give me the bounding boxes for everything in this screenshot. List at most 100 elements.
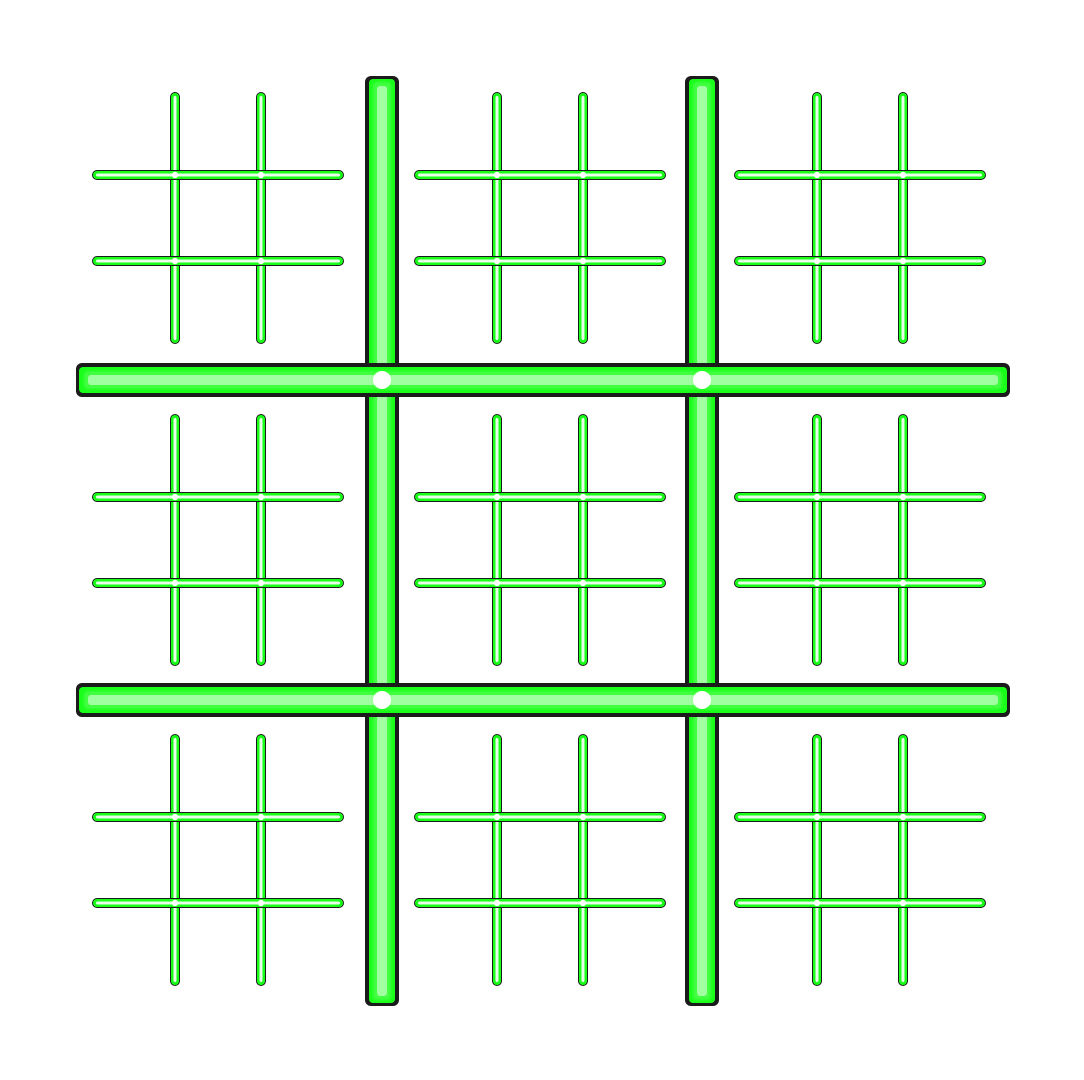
cell-2-2-1-2[interactable]	[503, 417, 577, 491]
cell-2-1-3-3[interactable]	[267, 589, 341, 663]
cell-2-3-1-2[interactable]	[823, 417, 897, 491]
cell-3-1-1-1[interactable]	[95, 737, 169, 811]
cell-1-2-2-1[interactable]	[417, 181, 491, 255]
cell-2-1-3-2[interactable]	[181, 589, 255, 663]
cell-3-1-3-3[interactable]	[267, 909, 341, 983]
cell-3-2-3-3[interactable]	[589, 909, 663, 983]
cell-2-2-3-1[interactable]	[417, 589, 491, 663]
cell-3-1-3-2[interactable]	[181, 909, 255, 983]
cell-2-3-2-3[interactable]	[909, 503, 983, 577]
cell-1-1-3-1[interactable]	[95, 267, 169, 341]
sub-grid-3-1-horizontal-line-1	[92, 812, 344, 822]
sub-grid-2-2-horizontal-line-2	[414, 578, 666, 588]
sub-grid-2-1-horizontal-line-1	[92, 492, 344, 502]
cell-2-1-2-2[interactable]	[181, 503, 255, 577]
cell-2-2-3-3[interactable]	[589, 589, 663, 663]
cell-2-3-1-3[interactable]	[909, 417, 983, 491]
sub-grid-1-1-intersection-3	[171, 257, 179, 265]
cell-1-2-1-2[interactable]	[503, 95, 577, 169]
sub-grid-1-1-intersection-4	[257, 257, 265, 265]
cell-3-3-2-2[interactable]	[823, 823, 897, 897]
main-grid-vertical-line-left	[365, 76, 399, 1006]
sub-grid-1-2-intersection-2	[579, 171, 587, 179]
cell-1-1-2-3[interactable]	[267, 181, 341, 255]
sub-grid-3-3	[734, 734, 986, 986]
cell-2-1-3-1[interactable]	[95, 589, 169, 663]
cell-1-1-2-1[interactable]	[95, 181, 169, 255]
sub-grid-3-3-vertical-line-2	[898, 734, 908, 986]
cell-3-1-1-2[interactable]	[181, 737, 255, 811]
cell-2-2-2-3[interactable]	[589, 503, 663, 577]
sub-grids	[92, 92, 986, 986]
cell-3-1-3-1[interactable]	[95, 909, 169, 983]
cell-2-2-2-2[interactable]	[503, 503, 577, 577]
cell-2-1-1-1[interactable]	[95, 417, 169, 491]
cell-3-2-2-1[interactable]	[417, 823, 491, 897]
cell-1-2-1-1[interactable]	[417, 95, 491, 169]
cell-2-1-2-1[interactable]	[95, 503, 169, 577]
cell-1-1-3-3[interactable]	[267, 267, 341, 341]
cell-1-1-1-1[interactable]	[95, 95, 169, 169]
main-grid-intersection-top-left	[373, 371, 391, 389]
cell-1-1-1-2[interactable]	[181, 95, 255, 169]
cell-1-3-3-2[interactable]	[823, 267, 897, 341]
sub-grid-2-3-intersection-1	[813, 493, 821, 501]
cell-2-2-1-3[interactable]	[589, 417, 663, 491]
cell-3-3-2-1[interactable]	[737, 823, 811, 897]
cell-3-3-1-2[interactable]	[823, 737, 897, 811]
cell-3-2-3-1[interactable]	[417, 909, 491, 983]
sub-grid-1-3-intersection-3	[813, 257, 821, 265]
cell-2-3-2-2[interactable]	[823, 503, 897, 577]
cell-1-2-1-3[interactable]	[589, 95, 663, 169]
cell-1-2-3-2[interactable]	[503, 267, 577, 341]
cell-3-1-2-3[interactable]	[267, 823, 341, 897]
cell-3-2-1-2[interactable]	[503, 737, 577, 811]
cell-1-3-2-3[interactable]	[909, 181, 983, 255]
cell-2-3-2-1[interactable]	[737, 503, 811, 577]
sub-grid-3-2-vertical-line-2	[578, 734, 588, 986]
cell-3-3-1-3[interactable]	[909, 737, 983, 811]
cell-2-1-2-3[interactable]	[267, 503, 341, 577]
cell-2-2-2-1[interactable]	[417, 503, 491, 577]
cell-1-1-1-3[interactable]	[267, 95, 341, 169]
cell-3-2-3-2[interactable]	[503, 909, 577, 983]
cell-1-2-3-3[interactable]	[589, 267, 663, 341]
cell-1-3-2-1[interactable]	[737, 181, 811, 255]
cell-1-3-3-3[interactable]	[909, 267, 983, 341]
cell-3-3-2-3[interactable]	[909, 823, 983, 897]
cell-3-3-3-1[interactable]	[737, 909, 811, 983]
cell-2-2-3-2[interactable]	[503, 589, 577, 663]
cell-1-1-2-2[interactable]	[181, 181, 255, 255]
cell-3-1-2-2[interactable]	[181, 823, 255, 897]
cell-3-1-1-3[interactable]	[267, 737, 341, 811]
sub-grid-3-1-intersection-4	[257, 899, 265, 907]
cell-3-1-2-1[interactable]	[95, 823, 169, 897]
cell-2-3-3-1[interactable]	[737, 589, 811, 663]
sub-grid-2-3-horizontal-line-2	[734, 578, 986, 588]
sub-grid-2-2-vertical-line-1	[492, 414, 502, 666]
cell-3-3-3-2[interactable]	[823, 909, 897, 983]
cell-1-2-3-1[interactable]	[417, 267, 491, 341]
cell-2-1-1-2[interactable]	[181, 417, 255, 491]
cell-1-1-3-2[interactable]	[181, 267, 255, 341]
cell-1-3-1-3[interactable]	[909, 95, 983, 169]
cell-1-3-2-2[interactable]	[823, 181, 897, 255]
cell-2-3-3-2[interactable]	[823, 589, 897, 663]
cell-3-3-1-1[interactable]	[737, 737, 811, 811]
cell-1-2-2-3[interactable]	[589, 181, 663, 255]
cell-3-3-3-3[interactable]	[909, 909, 983, 983]
cell-2-2-1-1[interactable]	[417, 417, 491, 491]
cell-1-3-1-1[interactable]	[737, 95, 811, 169]
sub-grid-2-1-horizontal-line-2	[92, 578, 344, 588]
cell-3-2-1-1[interactable]	[417, 737, 491, 811]
cell-2-1-1-3[interactable]	[267, 417, 341, 491]
cell-3-2-2-3[interactable]	[589, 823, 663, 897]
cell-2-3-3-3[interactable]	[909, 589, 983, 663]
cell-3-2-2-2[interactable]	[503, 823, 577, 897]
cell-2-3-1-1[interactable]	[737, 417, 811, 491]
cell-3-2-1-3[interactable]	[589, 737, 663, 811]
cell-1-3-3-1[interactable]	[737, 267, 811, 341]
cell-1-3-1-2[interactable]	[823, 95, 897, 169]
sub-grid-1-2-horizontal-line-1	[414, 170, 666, 180]
cell-1-2-2-2[interactable]	[503, 181, 577, 255]
